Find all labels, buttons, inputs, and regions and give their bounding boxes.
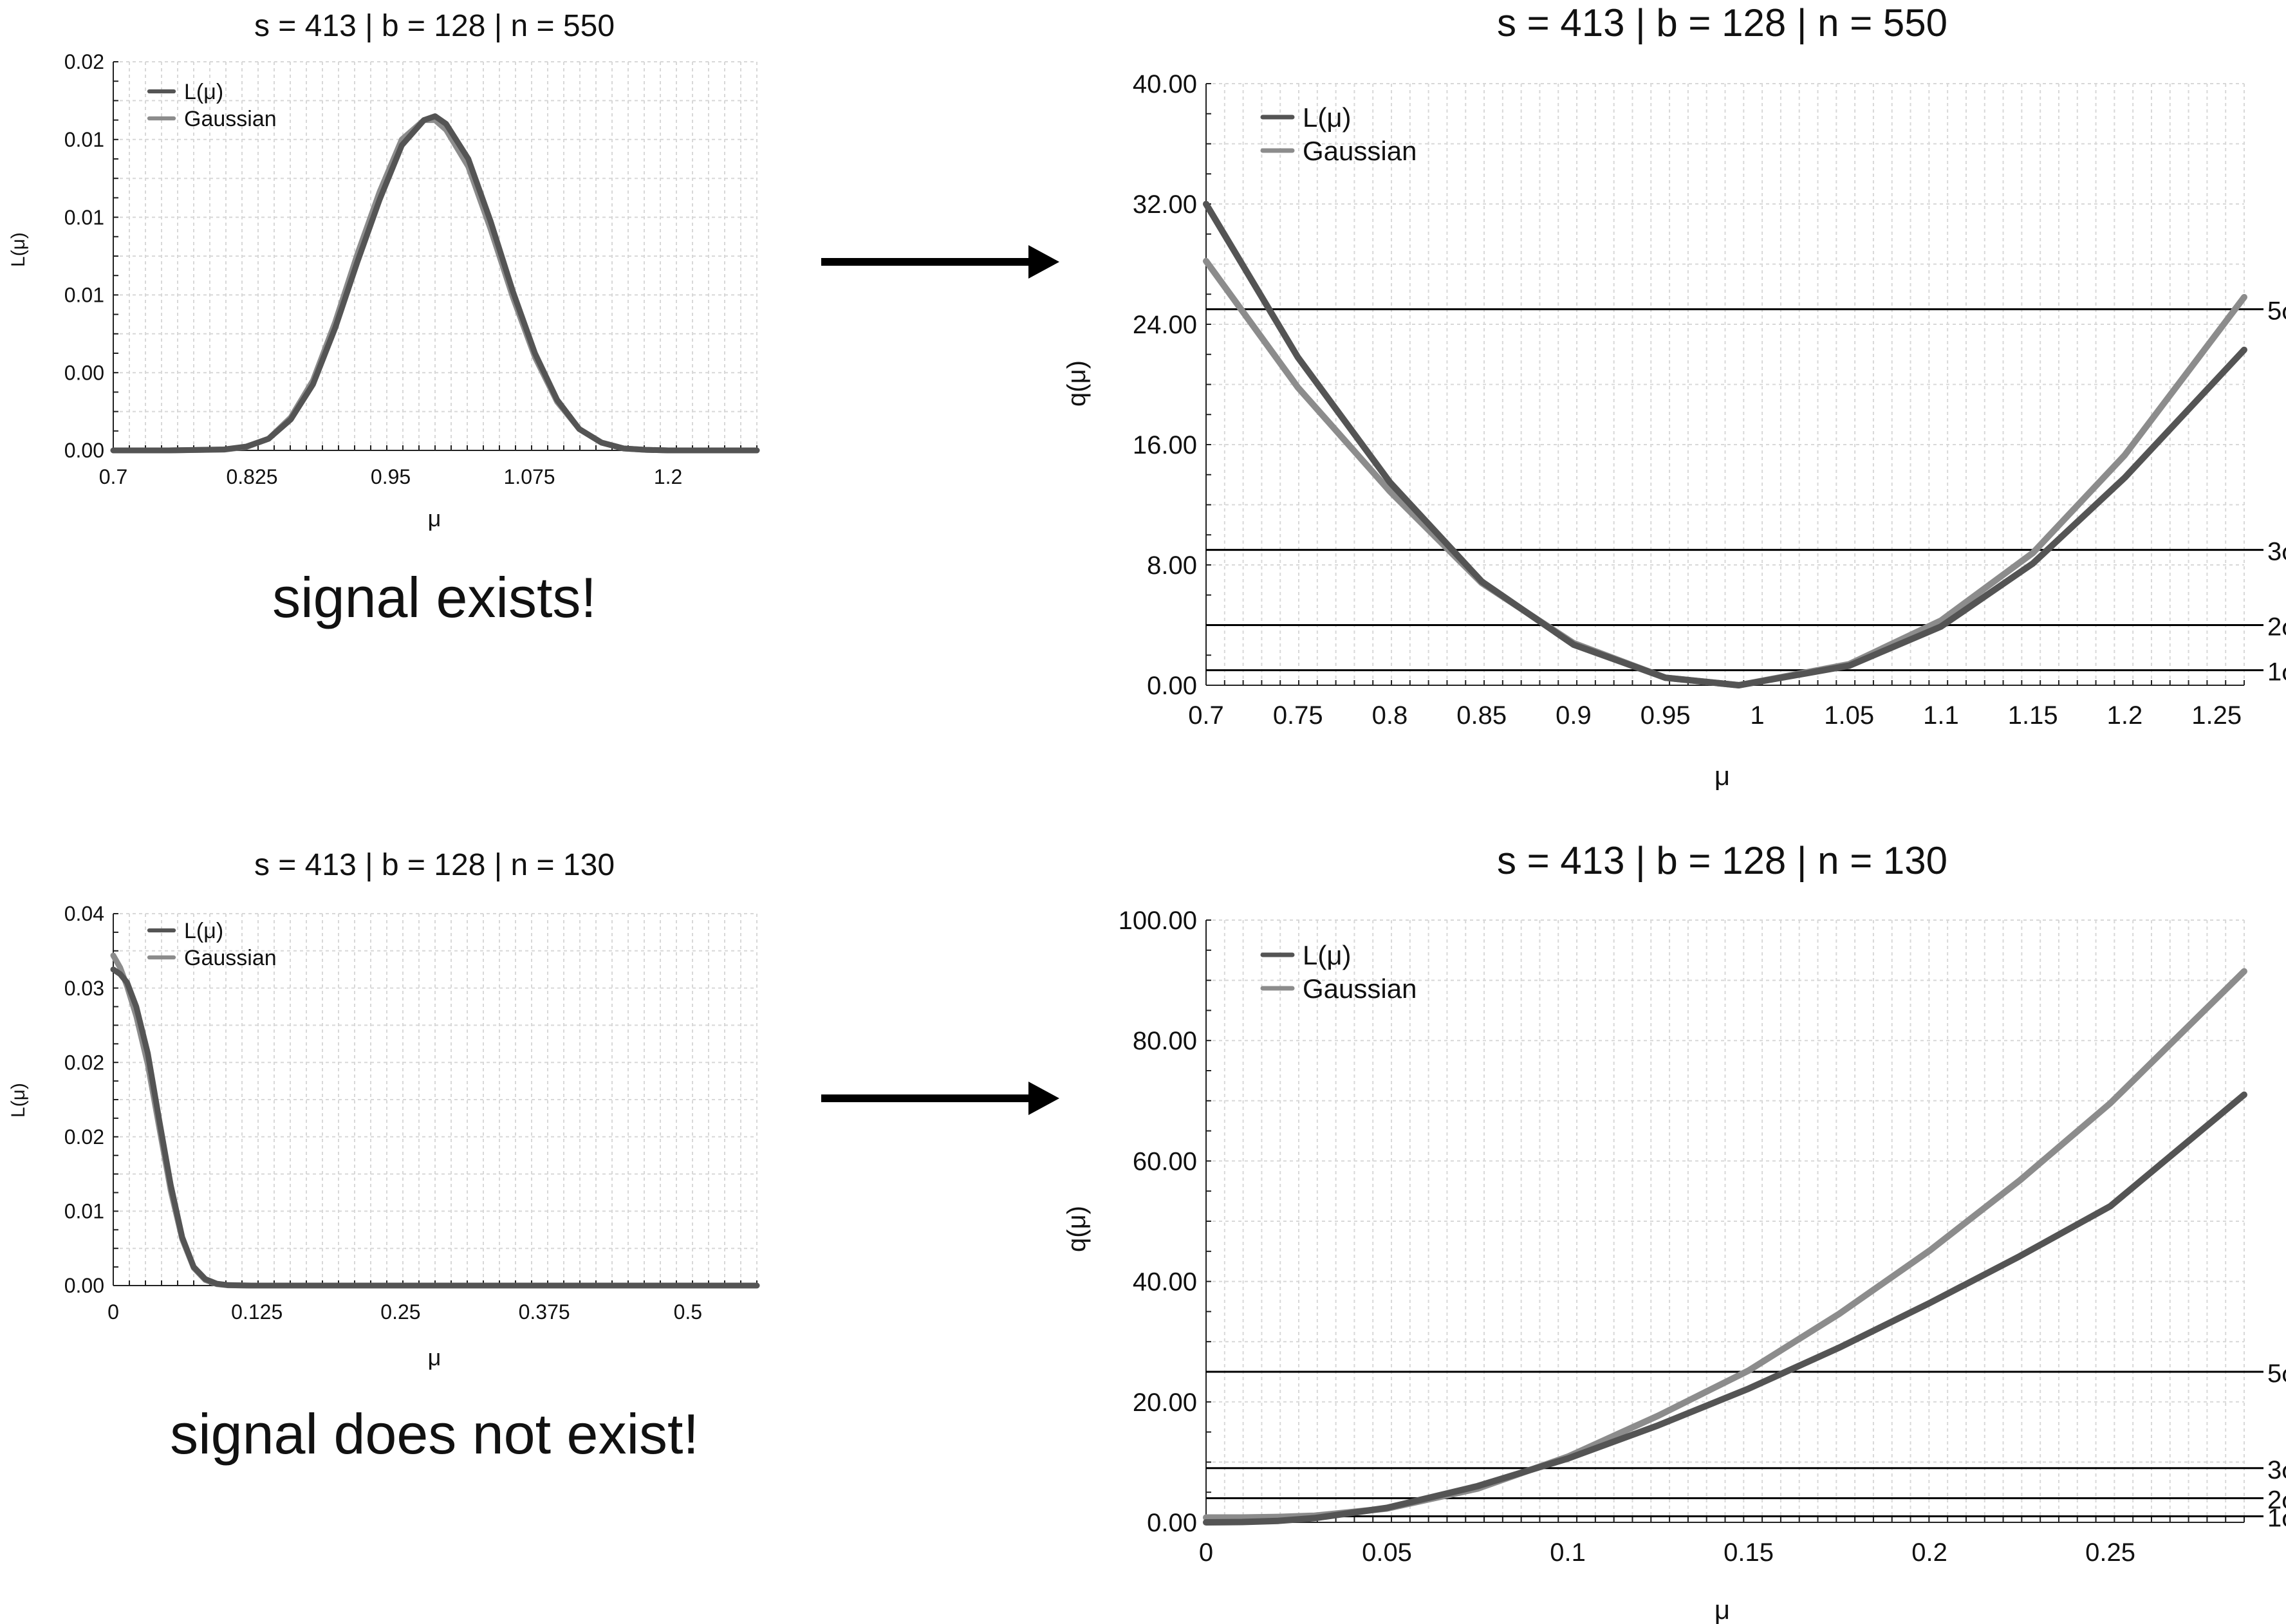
x-axis-label: μ [428,1344,441,1370]
chart-title: s = 413 | b = 128 | n = 130 [254,848,615,882]
legend-label-likelihood: L(μ) [184,80,223,104]
x-tick-label: 0.05 [1362,1538,1412,1567]
y-axis-label: L(μ) [8,232,29,267]
threshold-label: 5σ [2267,297,2286,326]
y-axis-label: q(μ) [1063,1206,1091,1252]
x-tick-label: 0.2 [1911,1538,1947,1567]
y-tick-label: 32.00 [1133,190,1197,219]
y-tick-label: 0.00 [1147,672,1197,700]
x-tick-label: 0.9 [1556,701,1592,730]
y-tick-label: 0.04 [64,902,104,925]
y-tick-label: 0.01 [64,206,104,229]
x-tick-label: 0 [107,1300,119,1324]
y-axis-label: q(μ) [1063,360,1091,407]
series-line-likelihood [110,113,760,454]
caption-signal-does-not-exist: signal does not exist! [170,1402,699,1466]
legend-label-gaussian: Gaussian [1303,973,1417,1004]
series-line-likelihood [1203,1091,2247,1526]
threshold-label: 1σ [2267,658,2286,687]
legend-label-gaussian: Gaussian [184,107,277,131]
chart-top-likelihood: s = 413 | b = 128 | n = 550 0.7 0.825 0.95… [8,9,760,531]
x-tick-label: 0.7 [99,465,127,488]
chart-title: s = 413 | b = 128 | n = 550 [1497,1,1947,44]
chart-bottom-likelihood: s = 413 | b = 128 | n = 130 0 0.125 0.25 0.… [8,848,760,1370]
y-tick-label: 60.00 [1133,1147,1197,1176]
x-tick-label: 0.125 [231,1300,283,1324]
x-tick-label: 1.25 [2191,701,2242,730]
chart-top-q: s = 413 | b = 128 | n = 550 0.7 0.75 0.8 0.… [1063,1,2286,791]
right-arrow-icon [821,1082,1059,1115]
y-tick-label: 0.02 [64,1051,104,1074]
x-tick-label: 1 [1750,701,1764,730]
legend-label-likelihood: L(μ) [184,919,223,943]
y-tick-label: 0.00 [64,1274,104,1297]
threshold-label: 5σ [2267,1360,2286,1388]
chart-title: s = 413 | b = 128 | n = 130 [1497,839,1947,882]
chart-title: s = 413 | b = 128 | n = 550 [254,9,615,43]
x-tick-label: 0.8 [1372,701,1408,730]
y-tick-label: 0.01 [64,128,104,151]
threshold-label: 3σ [2267,1456,2286,1484]
x-axis-label: μ [1714,1594,1730,1624]
x-axis-label: μ [428,505,441,531]
legend-label-likelihood: L(μ) [1303,102,1352,133]
y-tick-label: 24.00 [1133,311,1197,339]
x-tick-label: 0.15 [1724,1538,1774,1567]
legend-label-gaussian: Gaussian [1303,136,1417,166]
x-tick-label: 0.95 [371,465,411,488]
y-tick-label: 0.03 [64,977,104,1000]
threshold-label: 1σ [2267,1504,2286,1533]
x-tick-label: 1.2 [654,465,682,488]
threshold-label: 2σ [2267,1486,2286,1515]
y-tick-label: 100.00 [1119,907,1197,935]
y-tick-label: 0.00 [1147,1509,1197,1537]
y-tick-label: 40.00 [1133,1268,1197,1296]
x-tick-label: 1.1 [1923,701,1959,730]
series-line-gaussian [1203,968,2247,1521]
x-tick-label: 0.85 [1456,701,1507,730]
x-tick-label: 0.825 [226,465,277,488]
y-tick-label: 80.00 [1133,1027,1197,1055]
legend-label-likelihood: L(μ) [1303,940,1352,970]
legend-label-gaussian: Gaussian [184,946,277,970]
x-tick-label: 1.15 [2008,701,2058,730]
series-line-gaussian [110,117,760,454]
series-line-likelihood [110,966,760,1289]
chart-bottom-q: s = 413 | b = 128 | n = 130 0 0.05 0.1 0.15… [1063,839,2286,1624]
x-tick-label: 1.075 [504,465,555,488]
x-tick-label: 0.5 [674,1300,702,1324]
threshold-label: 3σ [2267,538,2286,566]
arrow-head [1028,1082,1059,1115]
caption-signal-exists: signal exists! [272,566,597,629]
y-tick-label: 40.00 [1133,70,1197,98]
x-tick-label: 0.25 [380,1300,420,1324]
y-tick-label: 0.01 [64,1200,104,1223]
y-tick-label: 0.02 [64,1125,104,1149]
right-arrow-icon [821,245,1059,279]
x-tick-label: 1.2 [2107,701,2143,730]
x-tick-label: 0.1 [1550,1538,1586,1567]
x-tick-label: 0.7 [1188,701,1224,730]
y-tick-label: 20.00 [1133,1389,1197,1417]
x-tick-label: 0.375 [519,1300,570,1324]
y-tick-label: 0.00 [64,439,104,462]
x-tick-label: 0 [1199,1538,1213,1567]
arrow-head [1028,245,1059,279]
x-axis-label: μ [1714,761,1730,791]
y-axis-label: L(μ) [8,1083,29,1118]
series-line-likelihood [1203,201,2247,688]
x-tick-label: 0.95 [1640,701,1691,730]
y-tick-label: 8.00 [1147,551,1197,580]
y-tick-label: 0.02 [64,50,104,73]
y-tick-label: 0.01 [64,284,104,307]
threshold-label: 2σ [2267,613,2286,641]
x-tick-label: 0.75 [1273,701,1323,730]
x-tick-label: 1.05 [1824,701,1874,730]
x-tick-label: 0.25 [2085,1538,2135,1567]
y-tick-label: 16.00 [1133,431,1197,459]
y-tick-label: 0.00 [64,361,104,384]
